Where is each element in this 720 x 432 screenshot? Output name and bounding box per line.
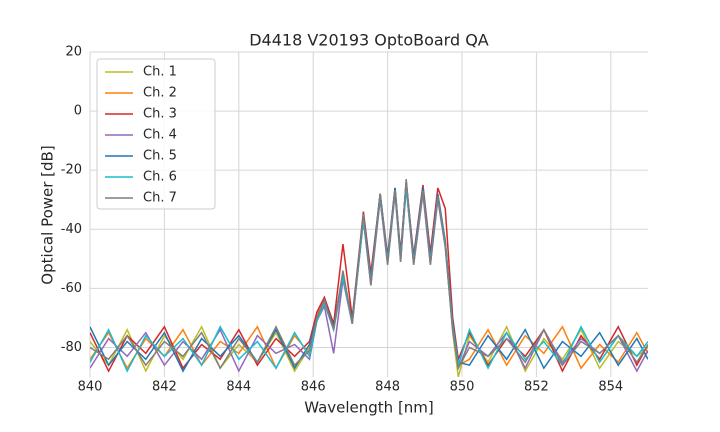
x-axis-label: Wavelength [nm]	[304, 399, 434, 417]
x-tick-label: 844	[226, 380, 251, 395]
legend-label: Ch. 6	[143, 170, 177, 185]
y-tick-label: 20	[65, 45, 82, 60]
legend-label: Ch. 5	[143, 149, 177, 164]
legend-label: Ch. 4	[143, 128, 177, 143]
x-tick-label: 840	[78, 380, 103, 395]
legend-box	[96, 58, 216, 210]
x-tick-label: 850	[450, 380, 475, 395]
x-tick-label: 842	[152, 380, 177, 395]
y-tick-label: -60	[61, 281, 82, 296]
x-tick-label: 848	[375, 380, 400, 395]
lines	[90, 178, 648, 377]
legend-label: Ch. 3	[143, 107, 177, 122]
x-tick-label: 846	[301, 380, 326, 395]
grid	[89, 51, 648, 377]
legend-label: Ch. 2	[143, 86, 177, 101]
y-axis-label: Optical Power [dB]	[39, 145, 57, 284]
x-tick-label: 852	[524, 380, 549, 395]
y-tick-label: -20	[61, 163, 82, 178]
series-line	[90, 178, 648, 371]
legend-label: Ch. 1	[143, 65, 177, 80]
legend-label: Ch. 7	[143, 191, 177, 206]
y-tick-label: -40	[61, 222, 82, 237]
y-tick-label: -80	[61, 340, 82, 355]
y-tick-label: 0	[74, 104, 82, 119]
chart-title: D4418 V20193 OptoBoard QA	[249, 31, 489, 50]
legend: Ch. 1 Ch. 2 Ch. 3 Ch. 4 Ch. 5 Ch. 6 Ch. 7	[96, 58, 216, 210]
x-tick-label: 854	[598, 380, 623, 395]
